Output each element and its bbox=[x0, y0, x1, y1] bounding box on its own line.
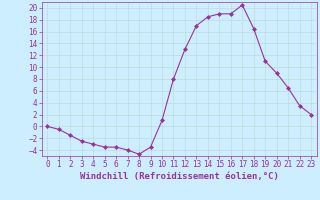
X-axis label: Windchill (Refroidissement éolien,°C): Windchill (Refroidissement éolien,°C) bbox=[80, 172, 279, 181]
